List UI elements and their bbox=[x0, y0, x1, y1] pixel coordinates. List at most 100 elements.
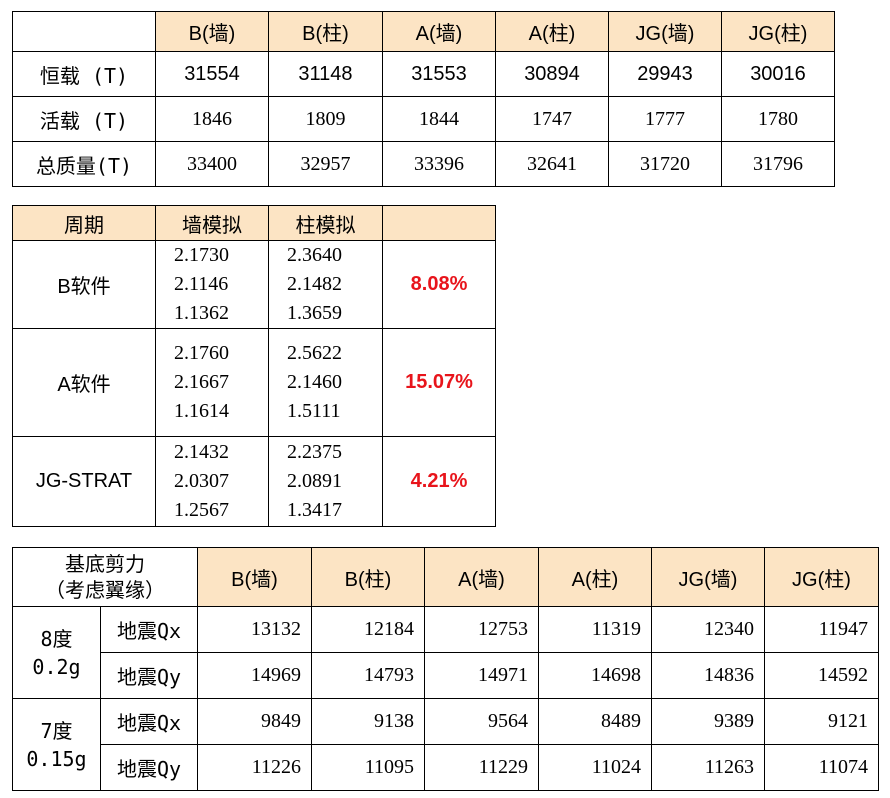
table-cell: 32641 bbox=[495, 141, 609, 187]
row-label: 活载 (T) bbox=[12, 96, 156, 142]
table-cell: 31720 bbox=[608, 141, 722, 187]
table-cell: 11229 bbox=[424, 744, 539, 791]
table-cell: 2.1460 bbox=[287, 371, 342, 393]
table-cell: 31148 bbox=[268, 51, 383, 97]
table-cell: 1.2567 bbox=[174, 499, 229, 521]
table-cell: 29943 bbox=[608, 51, 722, 97]
table-cell: 2.2375 bbox=[287, 441, 342, 463]
table-cell: 31554 bbox=[155, 51, 269, 97]
row-label: 地震Qx bbox=[100, 698, 198, 745]
table-row: 地震Qy 11226 11095 11229 11024 11263 11074 bbox=[13, 744, 879, 791]
mass-table-corner bbox=[12, 11, 156, 52]
table-cell: 14969 bbox=[197, 652, 312, 699]
table-cell: 2.1760 bbox=[174, 342, 229, 364]
table-cell: 11226 bbox=[197, 744, 312, 791]
table-cell: 1809 bbox=[268, 96, 383, 142]
table-cell: 30016 bbox=[721, 51, 835, 97]
wall-periods: 2.1760 2.1667 1.1614 bbox=[155, 328, 269, 437]
table-cell: 9564 bbox=[424, 698, 539, 745]
row-label: JG-STRAT bbox=[12, 436, 156, 527]
table-cell: 2.1667 bbox=[174, 371, 229, 393]
table-cell: 30894 bbox=[495, 51, 609, 97]
mass-table: B(墙) B(柱) A(墙) A(柱) JG(墙) JG(柱) 恒载 (T) 3… bbox=[12, 11, 835, 187]
table-cell: 1780 bbox=[721, 96, 835, 142]
corner-subtitle: （考虑翼缘） bbox=[45, 578, 165, 602]
wall-periods: 2.1730 2.1146 1.1362 bbox=[155, 240, 269, 329]
base-shear-corner: 基底剪力 （考虑翼缘） bbox=[12, 547, 198, 607]
table-cell: 2.1482 bbox=[287, 273, 342, 295]
table-cell: 11074 bbox=[764, 744, 879, 791]
table-cell: 1777 bbox=[608, 96, 722, 142]
table-cell: 14793 bbox=[311, 652, 425, 699]
table-cell: 14592 bbox=[764, 652, 879, 699]
column-header: 柱模拟 bbox=[268, 205, 383, 241]
table-cell: 33400 bbox=[155, 141, 269, 187]
table-cell: 14836 bbox=[651, 652, 765, 699]
mass-table-header-row: B(墙) B(柱) A(墙) A(柱) JG(墙) JG(柱) bbox=[12, 11, 835, 52]
column-header: JG(墙) bbox=[651, 547, 765, 607]
column-periods: 2.2375 2.0891 1.3417 bbox=[268, 436, 383, 527]
difference-value: 15.07% bbox=[382, 328, 496, 437]
table-row: 7度 0.15g 地震Qx 9849 9138 9564 8489 9389 9… bbox=[12, 698, 879, 791]
intensity-group-label: 7度 0.15g bbox=[12, 698, 101, 791]
table-cell: 33396 bbox=[382, 141, 496, 187]
difference-value: 8.08% bbox=[382, 240, 496, 329]
intensity-group-label: 8度 0.2g bbox=[12, 606, 101, 699]
intensity-degree: 7度 bbox=[40, 718, 73, 743]
table-cell: 9389 bbox=[651, 698, 765, 745]
table-cell: 2.1432 bbox=[174, 441, 229, 463]
table-cell: 1846 bbox=[155, 96, 269, 142]
table-cell: 1844 bbox=[382, 96, 496, 142]
table-row: A软件 2.1760 2.1667 1.1614 2.5622 2.1460 1… bbox=[12, 328, 496, 437]
row-label: 总质量(T) bbox=[12, 141, 156, 187]
column-header: JG(墙) bbox=[608, 11, 722, 52]
table-cell: 8489 bbox=[538, 698, 652, 745]
difference-value: 4.21% bbox=[382, 436, 496, 527]
table-cell: 2.0891 bbox=[287, 470, 342, 492]
period-table: 周期 墙模拟 柱模拟 B软件 2.1730 2.1146 1.1362 2.36… bbox=[12, 205, 496, 527]
table-cell: 1747 bbox=[495, 96, 609, 142]
table-row: 8度 0.2g 地震Qx 13132 12184 12753 11319 123… bbox=[12, 606, 879, 699]
column-header: A(墙) bbox=[382, 11, 496, 52]
table-cell: 2.5622 bbox=[287, 342, 342, 364]
table-cell: 2.0307 bbox=[174, 470, 229, 492]
column-header: 周期 bbox=[12, 205, 156, 241]
table-cell: 1.1362 bbox=[174, 302, 229, 324]
table-cell: 9849 bbox=[197, 698, 312, 745]
row-label: B软件 bbox=[12, 240, 156, 329]
column-header: 墙模拟 bbox=[155, 205, 269, 241]
column-header: A(柱) bbox=[495, 11, 609, 52]
row-label: 地震Qy bbox=[100, 744, 198, 791]
base-shear-header-row: 基底剪力 （考虑翼缘） B(墙) B(柱) A(墙) A(柱) JG(墙) JG… bbox=[12, 547, 879, 607]
column-header: A(墙) bbox=[424, 547, 539, 607]
table-row: JG-STRAT 2.1432 2.0307 1.2567 2.2375 2.0… bbox=[12, 436, 496, 527]
table-cell: 11263 bbox=[651, 744, 765, 791]
column-header: B(柱) bbox=[311, 547, 425, 607]
table-cell: 1.3659 bbox=[287, 302, 342, 324]
table-row: 恒载 (T) 31554 31148 31553 30894 29943 300… bbox=[12, 51, 835, 97]
base-shear-table: 基底剪力 （考虑翼缘） B(墙) B(柱) A(墙) A(柱) JG(墙) JG… bbox=[12, 547, 879, 791]
column-header: JG(柱) bbox=[721, 11, 835, 52]
table-cell: 1.3417 bbox=[287, 499, 342, 521]
intensity-acceleration: 0.15g bbox=[26, 746, 87, 771]
table-cell: 12184 bbox=[311, 606, 425, 653]
intensity-degree: 8度 bbox=[40, 626, 73, 651]
table-cell: 9121 bbox=[764, 698, 879, 745]
column-header: B(墙) bbox=[155, 11, 269, 52]
row-label: 地震Qx bbox=[100, 606, 198, 653]
table-cell: 11319 bbox=[538, 606, 652, 653]
table-row: 总质量(T) 33400 32957 33396 32641 31720 317… bbox=[12, 141, 835, 187]
table-cell: 31796 bbox=[721, 141, 835, 187]
column-header: JG(柱) bbox=[764, 547, 879, 607]
table-cell: 2.3640 bbox=[287, 244, 342, 266]
table-cell: 32957 bbox=[268, 141, 383, 187]
column-periods: 2.5622 2.1460 1.5111 bbox=[268, 328, 383, 437]
table-cell: 9138 bbox=[311, 698, 425, 745]
table-cell: 2.1730 bbox=[174, 244, 229, 266]
table-row: B软件 2.1730 2.1146 1.1362 2.3640 2.1482 1… bbox=[12, 240, 496, 329]
table-cell: 14971 bbox=[424, 652, 539, 699]
column-header: B(柱) bbox=[268, 11, 383, 52]
table-cell: 2.1146 bbox=[174, 273, 229, 295]
table-cell: 13132 bbox=[197, 606, 312, 653]
table-row: 地震Qy 14969 14793 14971 14698 14836 14592 bbox=[13, 652, 879, 699]
